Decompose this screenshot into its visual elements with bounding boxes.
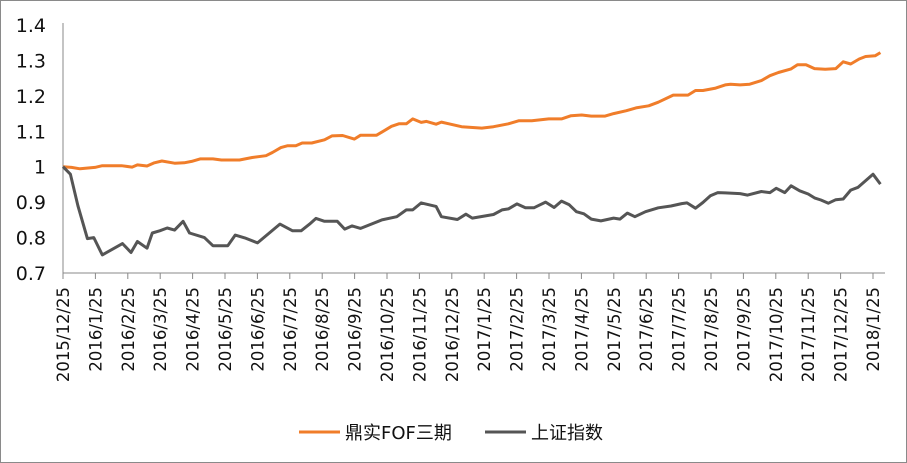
x-tick-label: 2016/1/25 bbox=[86, 287, 105, 372]
legend-item: 上证指数 bbox=[485, 423, 603, 444]
x-tick-label: 2017/5/25 bbox=[605, 287, 624, 372]
legend-label: 上证指数 bbox=[531, 423, 603, 444]
y-tick-label: 0.7 bbox=[16, 263, 46, 285]
x-tick-label: 2017/10/25 bbox=[767, 287, 786, 382]
x-tick-label: 2017/3/25 bbox=[540, 287, 559, 372]
x-tick-label: 2016/3/25 bbox=[151, 287, 170, 372]
series-line-0 bbox=[62, 51, 882, 171]
x-tick-label: 2017/9/25 bbox=[734, 287, 753, 372]
x-tick-label: 2016/8/25 bbox=[313, 287, 332, 372]
x-tick-label: 2016/4/25 bbox=[184, 287, 203, 372]
y-tick-label: 1 bbox=[34, 157, 46, 179]
y-tick-label: 1.2 bbox=[16, 86, 46, 108]
x-tick-label: 2016/11/25 bbox=[410, 287, 429, 382]
y-tick-label: 0.9 bbox=[16, 192, 46, 214]
x-tick-label: 2017/1/25 bbox=[475, 287, 494, 372]
x-tick-label: 2016/6/25 bbox=[248, 287, 267, 372]
x-tick-label: 2017/8/25 bbox=[702, 287, 721, 372]
y-tick-label: 1.3 bbox=[16, 50, 46, 72]
x-tick-label: 2017/12/25 bbox=[832, 287, 851, 382]
x-tick-label: 2017/7/25 bbox=[670, 287, 689, 372]
y-tick-label: 1.1 bbox=[16, 121, 46, 143]
y-tick-label: 0.8 bbox=[16, 228, 46, 250]
x-tick-label: 2016/2/25 bbox=[119, 287, 138, 372]
y-tick-label: 1.4 bbox=[16, 15, 46, 37]
x-tick-label: 2016/5/25 bbox=[216, 287, 235, 372]
legend-item: 鼎实FOF三期 bbox=[299, 423, 452, 444]
x-tick-label: 2015/12/25 bbox=[54, 287, 73, 382]
legend: 鼎实FOF三期 上证指数 bbox=[299, 423, 603, 444]
x-tick-label: 2018/1/25 bbox=[864, 287, 883, 372]
x-tick-label: 2017/6/25 bbox=[637, 287, 656, 372]
x-axis: 2015/12/25 2016/1/25 2016/2/25 2016/3/25 201… bbox=[54, 272, 885, 382]
x-tick-label: 2016/10/25 bbox=[378, 287, 397, 382]
legend-label: 鼎实FOF三期 bbox=[345, 423, 452, 444]
y-axis: 0.7 0.8 0.9 1 1.1 1.2 1.3 1.4 bbox=[16, 15, 64, 285]
x-tick-label: 2016/9/25 bbox=[346, 287, 365, 372]
series-lines bbox=[61, 51, 882, 257]
x-tick-label: 2016/7/25 bbox=[281, 287, 300, 372]
x-tick-label: 2017/11/25 bbox=[799, 287, 818, 382]
x-tick-label: 2017/4/25 bbox=[572, 287, 591, 372]
series-line-1 bbox=[61, 165, 882, 257]
x-tick-label: 2017/2/25 bbox=[508, 287, 527, 372]
x-tick-label: 2016/12/25 bbox=[443, 287, 462, 382]
